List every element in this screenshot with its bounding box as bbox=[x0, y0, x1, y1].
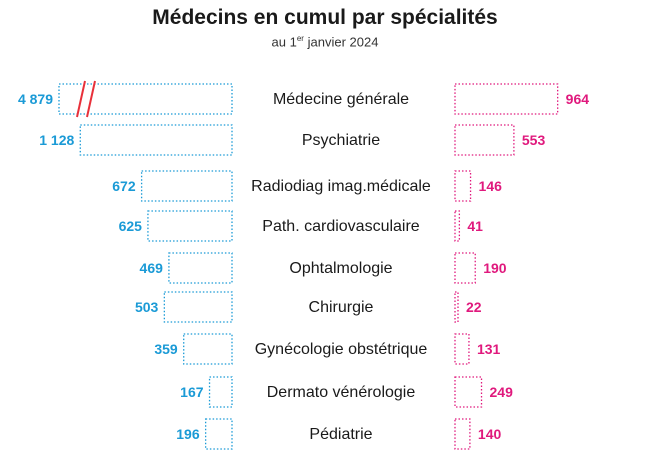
axis-break-mark bbox=[86, 80, 96, 118]
data-label-right: 41 bbox=[467, 218, 483, 234]
category-label: Radiodiag imag.médicale bbox=[251, 178, 431, 195]
data-label-right: 131 bbox=[477, 341, 501, 357]
data-label-left: 4 879 bbox=[18, 91, 53, 107]
bar-left bbox=[147, 210, 233, 242]
bar-right bbox=[454, 170, 472, 202]
data-label-right: 140 bbox=[478, 426, 502, 442]
category-label: Médecine générale bbox=[273, 91, 409, 108]
bar-right bbox=[454, 252, 476, 284]
bar-right bbox=[454, 376, 483, 408]
axis-break-mark bbox=[76, 80, 86, 118]
bar-left bbox=[204, 418, 233, 450]
data-label-left: 672 bbox=[112, 178, 136, 194]
chart-subtitle: au 1er janvier 2024 bbox=[0, 34, 650, 49]
data-label-right: 553 bbox=[522, 132, 546, 148]
bar-right bbox=[454, 210, 461, 242]
subtitle-sup: er bbox=[296, 34, 304, 43]
data-label-left: 625 bbox=[119, 218, 143, 234]
bar-left bbox=[163, 291, 233, 323]
category-label: Path. cardiovasculaire bbox=[262, 218, 420, 235]
category-label: Pédiatrie bbox=[309, 426, 372, 443]
category-label: Psychiatrie bbox=[302, 132, 380, 149]
data-label-left: 469 bbox=[140, 260, 164, 276]
category-label: Ophtalmologie bbox=[289, 260, 392, 277]
data-label-left: 503 bbox=[135, 299, 159, 315]
category-label: Gynécologie obstétrique bbox=[255, 341, 428, 358]
bar-left bbox=[183, 333, 233, 365]
data-label-right: 249 bbox=[490, 384, 514, 400]
chart-title: Médecins en cumul par spécialités bbox=[152, 6, 498, 29]
category-label: Dermato vénérologie bbox=[267, 384, 416, 401]
data-label-right: 190 bbox=[483, 260, 507, 276]
data-label-right: 22 bbox=[466, 299, 482, 315]
data-label-left: 359 bbox=[154, 341, 178, 357]
data-label-left: 1 128 bbox=[39, 132, 74, 148]
bar-right bbox=[454, 83, 559, 115]
data-label-right: 146 bbox=[479, 178, 503, 194]
bar-left bbox=[79, 124, 233, 156]
subtitle-suffix: janvier 2024 bbox=[303, 34, 379, 50]
subtitle-prefix: au 1 bbox=[271, 34, 297, 50]
bar-left bbox=[58, 83, 233, 115]
bar-right bbox=[454, 333, 470, 365]
data-label-left: 167 bbox=[180, 384, 204, 400]
bar-right bbox=[454, 418, 471, 450]
data-label-right: 964 bbox=[566, 91, 590, 107]
bar-left bbox=[168, 252, 233, 284]
category-label: Chirurgie bbox=[309, 299, 374, 316]
bar-right bbox=[454, 124, 515, 156]
data-label-left: 196 bbox=[176, 426, 200, 442]
bar-right bbox=[454, 291, 459, 323]
bar-left bbox=[208, 376, 233, 408]
bar-left bbox=[140, 170, 233, 202]
